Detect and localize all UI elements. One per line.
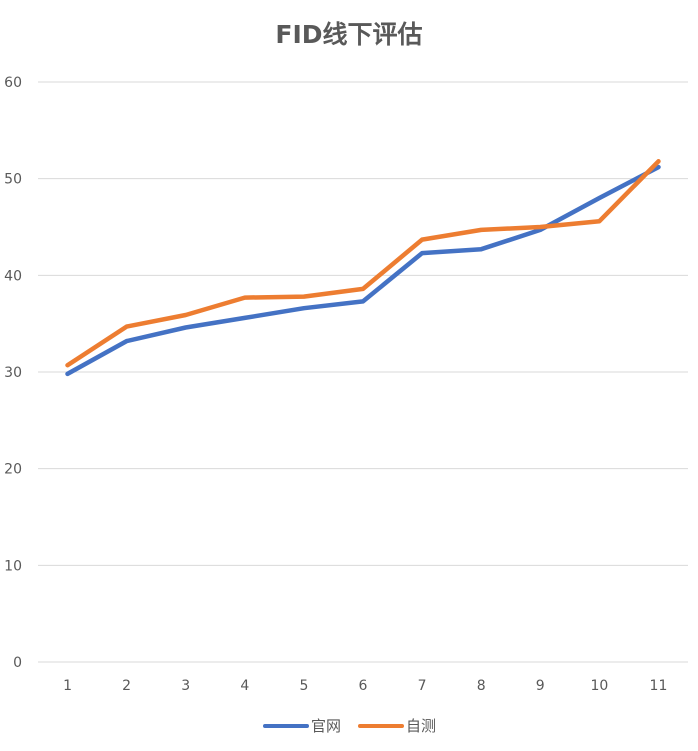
legend: 官网 自测 (263, 717, 436, 735)
y-tick-label: 10 (4, 558, 22, 574)
gridlines (38, 81, 688, 663)
x-tick-label: 1 (63, 678, 72, 694)
x-tick-label: 7 (418, 678, 427, 694)
y-tick-label: 60 (4, 75, 22, 91)
series-line-1 (65, 164, 661, 377)
y-tick-label: 50 (4, 172, 22, 188)
x-tick-label: 11 (650, 678, 668, 694)
x-tick-label: 4 (240, 678, 249, 694)
x-tick-label: 8 (477, 678, 486, 694)
chart-title: FID线下评估 (275, 20, 422, 49)
y-tick-label: 30 (4, 365, 22, 381)
x-tick-label: 2 (122, 678, 131, 694)
y-tick-label: 0 (13, 655, 22, 671)
legend-label-series-2: 自测 (406, 717, 436, 735)
y-tick-label: 40 (4, 268, 22, 284)
x-tick-label: 10 (590, 678, 608, 694)
x-tick-label: 3 (181, 678, 190, 694)
x-tick-label: 9 (536, 678, 545, 694)
y-tick-label: 20 (4, 462, 22, 478)
x-tick-label: 5 (299, 678, 308, 694)
x-axis-ticks: 1 2 3 4 5 6 7 8 9 10 11 (63, 678, 667, 694)
series-lines (65, 159, 661, 377)
y-axis-ticks: 0 10 20 30 40 50 60 (4, 75, 22, 671)
legend-label-series-1: 官网 (311, 717, 341, 735)
x-tick-label: 6 (359, 678, 368, 694)
